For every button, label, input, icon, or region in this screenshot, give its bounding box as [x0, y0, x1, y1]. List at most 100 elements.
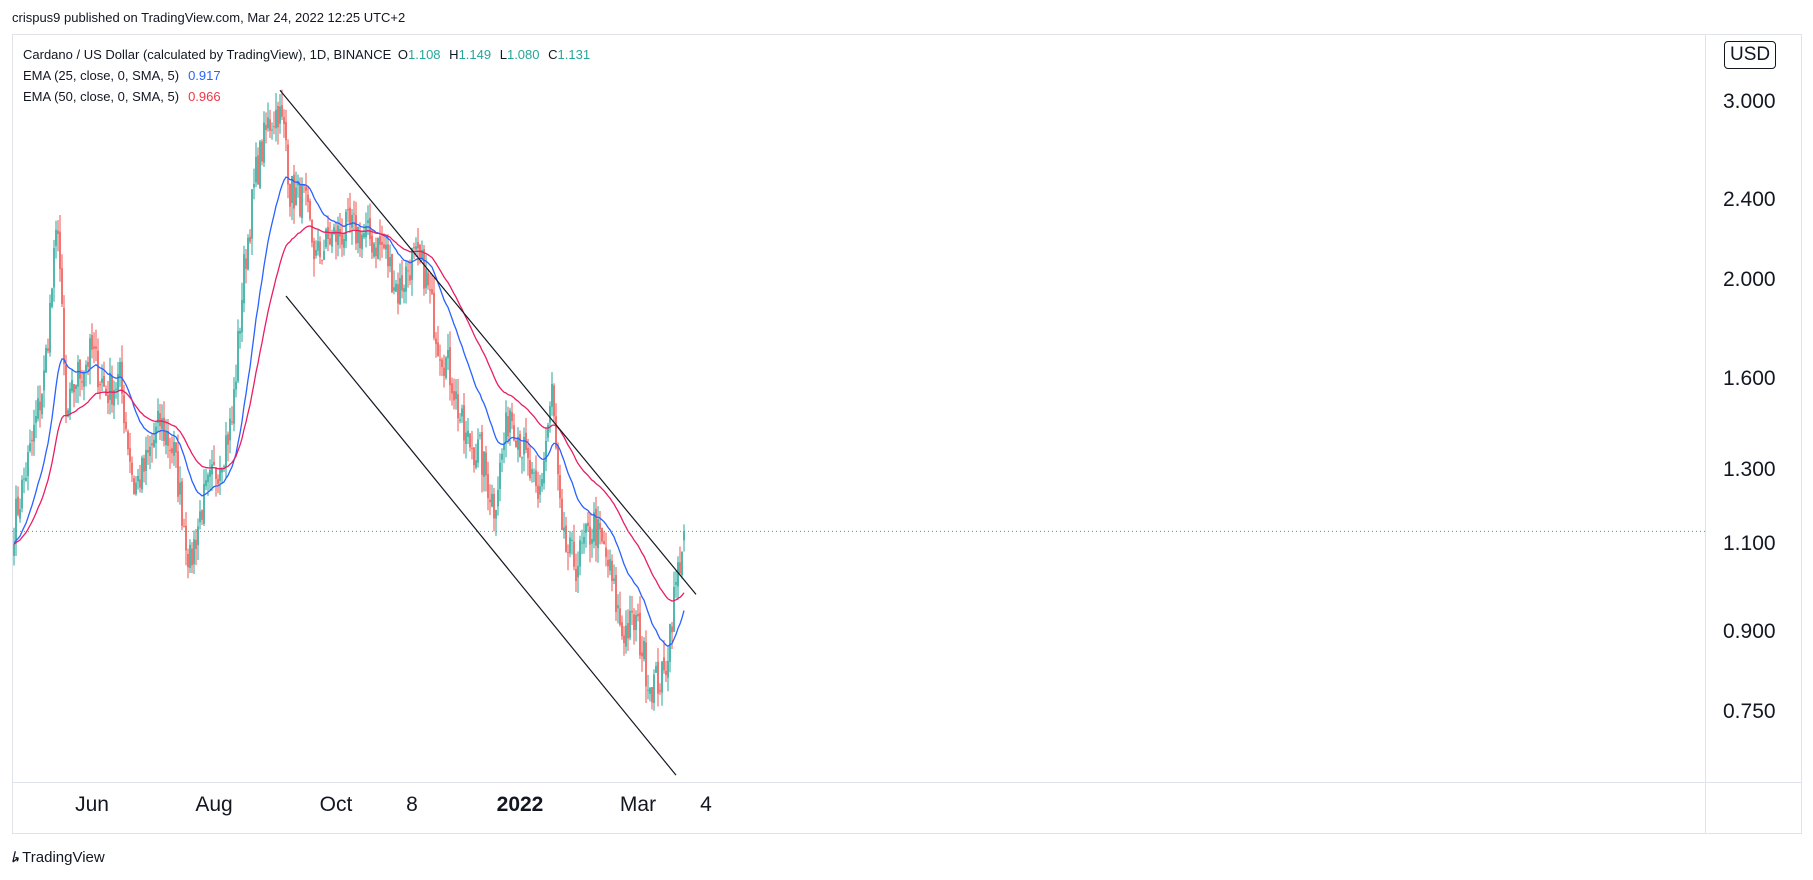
candle-body [41, 394, 43, 415]
candle-body [289, 183, 291, 207]
candle-body [373, 243, 375, 257]
candle-body [383, 244, 385, 249]
candle-body [83, 373, 85, 387]
candle-body [395, 283, 397, 292]
legend-ema50-row[interactable]: EMA (50, close, 0, SMA, 5) 0.966 [23, 86, 595, 107]
candle-body [379, 236, 381, 245]
candle-body [555, 416, 557, 448]
chart-legend: Cardano / US Dollar (calculated by Tradi… [23, 44, 595, 107]
candle-body [513, 425, 515, 441]
candle-body [659, 690, 661, 692]
candle-body [553, 385, 555, 417]
candle-body [165, 431, 167, 446]
candle-body [143, 458, 145, 472]
candle-body [223, 466, 225, 468]
candle-body [645, 642, 647, 687]
candle-body [605, 547, 607, 557]
candle-body [249, 236, 251, 242]
candle-body [123, 395, 125, 424]
candle-body [467, 430, 469, 437]
candle-body [293, 174, 295, 209]
candle-body [591, 538, 593, 544]
candle-body [229, 418, 231, 441]
price-chart[interactable] [12, 34, 1705, 782]
candle-body [305, 186, 307, 191]
candle-body [405, 266, 407, 292]
candle-body [217, 479, 219, 484]
candle-body [309, 200, 311, 220]
candle-body [459, 419, 461, 421]
candle-body [33, 424, 35, 442]
candle-body [563, 527, 565, 531]
candle-body [609, 559, 611, 571]
candle-body [301, 183, 303, 218]
candle-body [135, 482, 137, 495]
candle-body [243, 254, 245, 304]
currency-badge[interactable]: USD [1724, 41, 1777, 69]
candle-body [63, 307, 65, 364]
candle-body [403, 288, 405, 292]
candle-body [489, 499, 491, 503]
candle-body [265, 124, 267, 131]
candle-body [421, 249, 423, 259]
ema25-line [13, 176, 685, 648]
candle-body [657, 661, 659, 694]
candle-body [669, 624, 671, 662]
candle-body [103, 375, 105, 387]
candle-body [485, 452, 487, 476]
candle-body [193, 539, 195, 565]
candle-body [89, 338, 91, 369]
candle-body [263, 122, 265, 163]
candle-body [23, 478, 25, 480]
candle-body [473, 447, 475, 466]
candle-body [191, 548, 193, 566]
candle-body [377, 237, 379, 259]
candle-body [363, 233, 365, 238]
candle-body [493, 494, 495, 519]
candle-body [543, 460, 545, 484]
price-tick-label: 2.000 [1723, 268, 1776, 292]
candle-body [361, 234, 363, 250]
price-tick-label: 1.600 [1723, 366, 1776, 390]
candle-body [129, 448, 131, 462]
candle-body [673, 587, 675, 632]
candle-body [655, 665, 657, 673]
candle-body [21, 479, 23, 509]
candle-body [641, 652, 643, 657]
candle-body [449, 347, 451, 386]
candle-body [267, 117, 269, 129]
candle-body [239, 330, 241, 334]
tradingview-logo: ⭞ TradingView [12, 849, 105, 866]
candle-body [601, 527, 603, 542]
candle-body [337, 225, 339, 246]
time-tick-label: 2022 [496, 793, 544, 816]
candle-body [527, 447, 529, 458]
price-tick-label: 0.900 [1723, 619, 1776, 643]
candle-body [665, 670, 667, 675]
candle-body [211, 464, 213, 475]
candle-body [59, 231, 61, 270]
candle-body [319, 241, 321, 258]
candle-body [259, 141, 261, 188]
candle-body [497, 489, 499, 507]
candle-body [241, 299, 243, 333]
candle-body [679, 562, 681, 574]
candle-body [415, 246, 417, 250]
candle-body [369, 217, 371, 240]
candle-body [157, 410, 159, 424]
candle-body [155, 426, 157, 444]
candle-body [163, 417, 165, 441]
open-value: 1.108 [408, 47, 441, 62]
candle-body [347, 209, 349, 211]
candle-body [529, 460, 531, 479]
candle-body [91, 335, 93, 350]
candle-body [341, 234, 343, 245]
candle-body [127, 431, 129, 450]
candle-body [495, 510, 497, 519]
candle-body [411, 248, 413, 280]
candle-body [501, 453, 503, 460]
low-label: L [499, 47, 507, 62]
legend-ema25-row[interactable]: EMA (25, close, 0, SMA, 5) 0.917 [23, 65, 595, 86]
candle-body [273, 126, 275, 128]
candle-body [427, 272, 429, 286]
